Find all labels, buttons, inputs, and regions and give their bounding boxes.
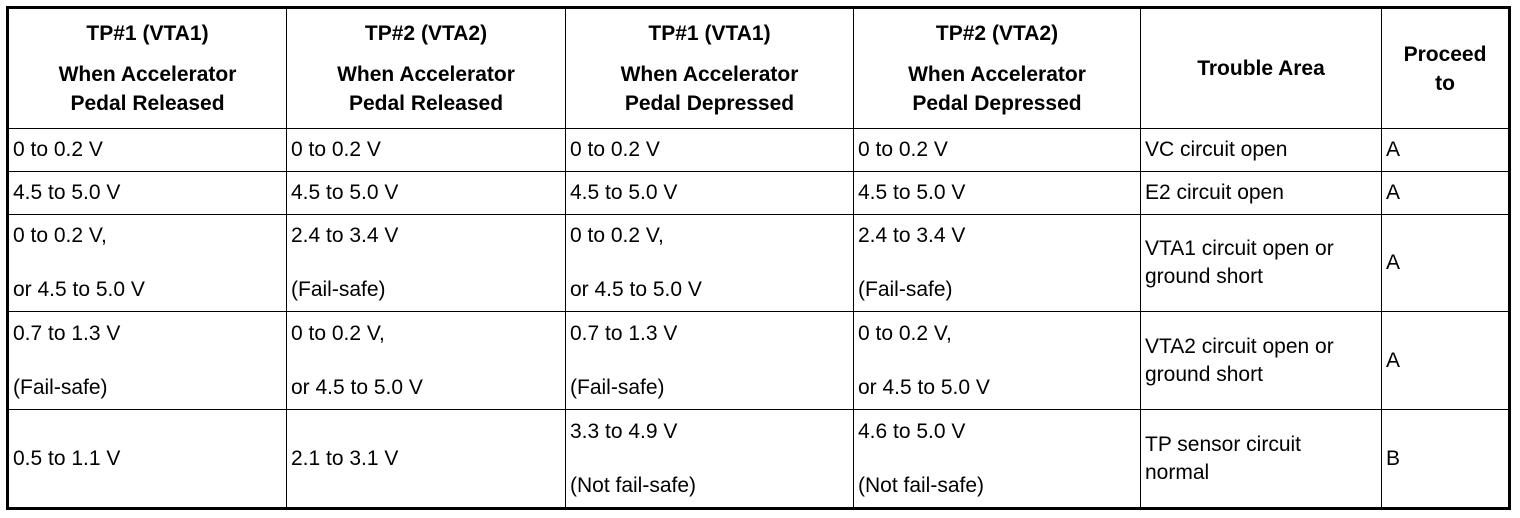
table-cell: 0 to 0.2 V, or 4.5 to 5.0 V bbox=[7, 213, 287, 313]
header-line: to bbox=[1435, 71, 1455, 95]
header-title: TP#1 (VTA1) bbox=[86, 22, 209, 45]
table-cell: 4.5 to 5.0 V bbox=[286, 170, 566, 215]
table-row: 0 to 0.2 V, or 4.5 to 5.0 V 2.4 to 3.4 V(… bbox=[7, 213, 1510, 313]
table-cell: 3.3 to 4.9 V (Not fail-safe) bbox=[565, 409, 854, 509]
header-title: TP#2 (VTA2) bbox=[935, 22, 1059, 45]
table-cell: 0 to 0.2 V bbox=[7, 128, 287, 172]
table-cell: E2 circuit open bbox=[1140, 170, 1382, 215]
table-cell: 0 to 0.2 V, or 4.5 to 5.0 V bbox=[286, 311, 566, 411]
table-cell: 4.5 to 5.0 V bbox=[853, 170, 1141, 215]
diagnostic-table: TP#1 (VTA1) When Accelerator Pedal Relea… bbox=[6, 6, 1511, 510]
table-cell: TP sensor circuit normal bbox=[1140, 409, 1382, 509]
header-line: When Accelerator bbox=[620, 63, 799, 86]
header-tp2-depressed: TP#2 (VTA2) When Accelerator Pedal Depre… bbox=[853, 7, 1141, 129]
header-tp2-released: TP#2 (VTA2) When Accelerator Pedal Relea… bbox=[286, 7, 566, 129]
header-line: Proceed bbox=[1403, 42, 1487, 66]
table-cell: A bbox=[1381, 128, 1510, 172]
header-line: Pedal Depressed bbox=[624, 92, 795, 115]
table-row: 4.5 to 5.0 V 4.5 to 5.0 V 4.5 to 5.0 V 4… bbox=[7, 170, 1510, 215]
header-tp1-released: TP#1 (VTA1) When Accelerator Pedal Relea… bbox=[7, 7, 287, 129]
table-row: 0 to 0.2 V 0 to 0.2 V 0 to 0.2 V 0 to 0.… bbox=[7, 128, 1510, 172]
header-line: Trouble Area bbox=[1197, 57, 1325, 80]
table-cell: A bbox=[1381, 213, 1510, 313]
table-cell: 0 to 0.2 V, or 4.5 to 5.0 V bbox=[853, 311, 1141, 411]
table-row: 0.7 to 1.3 V (Fail-safe) 0 to 0.2 V, or 4.… bbox=[7, 311, 1510, 411]
table-cell: A bbox=[1381, 170, 1510, 215]
table-cell: VTA1 circuit open or ground short bbox=[1140, 213, 1382, 313]
table-cell: 4.5 to 5.0 V bbox=[7, 170, 287, 215]
header-proceed-to: Proceed to bbox=[1381, 7, 1510, 129]
table-cell: B bbox=[1381, 409, 1510, 509]
table-cell: 0.7 to 1.3 V (Fail-safe) bbox=[7, 311, 287, 411]
header-line: Pedal Depressed bbox=[912, 92, 1082, 115]
table-cell: 0.7 to 1.3 V (Fail-safe) bbox=[565, 311, 854, 411]
header-tp1-depressed: TP#1 (VTA1) When Accelerator Pedal Depre… bbox=[565, 7, 854, 129]
table-cell: 0.5 to 1.1 V bbox=[7, 409, 287, 509]
table-cell: 0 to 0.2 V bbox=[286, 128, 566, 172]
header-trouble-area: Trouble Area bbox=[1140, 7, 1382, 129]
header-line: Pedal Released bbox=[70, 92, 225, 115]
header-title: TP#1 (VTA1) bbox=[648, 22, 771, 45]
header-line: Pedal Released bbox=[348, 92, 504, 115]
table-cell: 4.5 to 5.0 V bbox=[565, 170, 854, 215]
header-line: When Accelerator bbox=[908, 63, 1086, 86]
table-cell: 2.1 to 3.1 V bbox=[286, 409, 566, 509]
table-cell: 4.6 to 5.0 V (Not fail-safe) bbox=[853, 409, 1141, 509]
table-cell: 0 to 0.2 V, or 4.5 to 5.0 V bbox=[565, 213, 854, 313]
table-cell: 2.4 to 3.4 V (Fail-safe) bbox=[853, 213, 1141, 313]
header-line: When Accelerator bbox=[58, 63, 237, 86]
table-cell: 2.4 to 3.4 V (Fail-safe) bbox=[286, 213, 566, 313]
table-cell: VC circuit open bbox=[1140, 128, 1382, 172]
header-line: When Accelerator bbox=[337, 63, 515, 86]
table-row: 0.5 to 1.1 V 2.1 to 3.1 V 3.3 to 4.9 V (N… bbox=[7, 409, 1510, 509]
table-cell: 0 to 0.2 V bbox=[565, 128, 854, 172]
table-cell: VTA2 circuit open or ground short bbox=[1140, 311, 1382, 411]
header-row: TP#1 (VTA1) When Accelerator Pedal Relea… bbox=[7, 7, 1510, 129]
table-cell: A bbox=[1381, 311, 1510, 411]
table-cell: 0 to 0.2 V bbox=[853, 128, 1141, 172]
header-title: TP#2 (VTA2) bbox=[364, 22, 488, 45]
